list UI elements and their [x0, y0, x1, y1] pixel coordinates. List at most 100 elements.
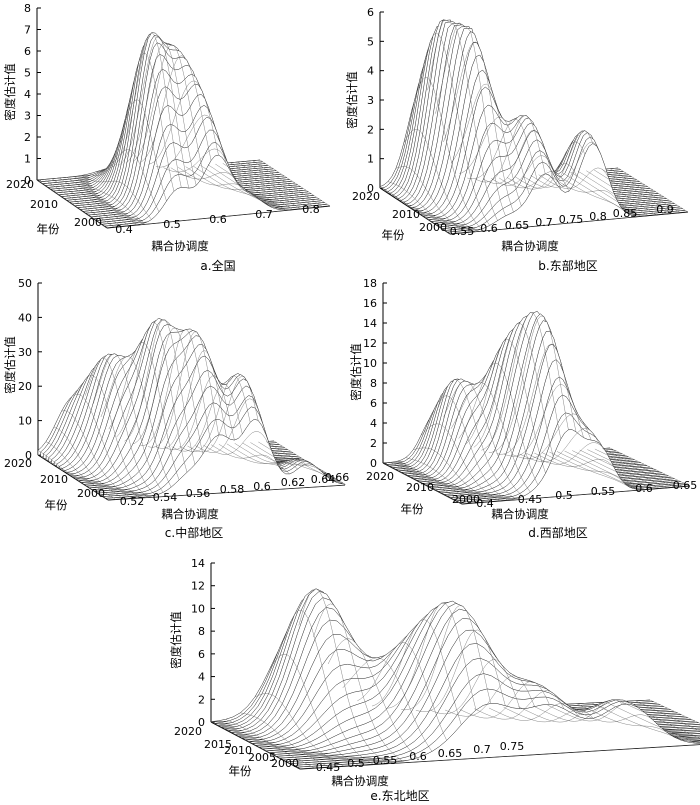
mesh-line [45, 441, 116, 500]
mesh-line [602, 169, 673, 214]
mesh-line [562, 704, 653, 723]
mesh-line [514, 141, 586, 189]
x-tick-label: 0.5 [163, 218, 181, 231]
density-surface [37, 317, 346, 501]
mesh-line [230, 162, 301, 210]
panel-caption: d.西部地区 [528, 525, 587, 540]
mesh-line [413, 447, 493, 502]
chart-panel-e: 0 2 4 6 8 10 12 14 0.45 0.5 0.55 0.6 0.65 0.7 0.75 2020… [169, 557, 700, 803]
mesh-line [178, 167, 249, 193]
ridge-line [107, 419, 346, 501]
mesh-line [77, 375, 148, 497]
mesh-line [386, 602, 477, 711]
mesh-line [200, 165, 271, 207]
mesh-line [526, 442, 607, 465]
year-tick-label: 2010 [224, 744, 252, 757]
mesh-line [59, 177, 130, 226]
mesh-line [445, 675, 535, 717]
mesh-line [66, 177, 137, 225]
x-tick-label: 0.4 [115, 223, 133, 236]
mesh-line [534, 452, 615, 468]
z-tick-label: 20 [18, 380, 32, 393]
x-tick-label: 0.58 [220, 483, 245, 496]
mesh-line [148, 331, 219, 448]
panel-caption: e.东北地区 [370, 789, 429, 803]
y-axis-label: 密度估计值 [3, 63, 17, 121]
mesh-line [51, 178, 122, 227]
year-tick-label: 2010 [30, 198, 58, 211]
mesh-line [443, 41, 514, 213]
mesh-line [237, 161, 308, 209]
mesh-line [450, 382, 531, 493]
z-tick-label: 18 [363, 277, 377, 290]
mesh-line [342, 657, 433, 752]
x-tick-label: 0.8 [589, 210, 607, 223]
mesh-line [357, 642, 447, 741]
z-tick-label: 2 [370, 437, 377, 450]
z-tick-label: 14 [191, 557, 205, 570]
mesh-line [74, 176, 145, 224]
mesh-line [411, 77, 482, 230]
mesh-line [163, 148, 234, 177]
x-tick-label: 0.7 [535, 216, 553, 229]
mesh-line [602, 448, 683, 487]
z-tick-label: 1 [24, 153, 31, 166]
mesh-line [124, 319, 196, 465]
z-tick-label: 7 [24, 24, 31, 37]
x-tick-label: 0.6 [209, 213, 227, 226]
year-tick-label: 2020 [352, 190, 380, 203]
mesh-line [496, 343, 577, 455]
x-tick-label: 0.6 [480, 222, 498, 235]
year-tick-label: 2010 [406, 481, 434, 494]
x-tick-label: 0.55 [373, 754, 398, 767]
mesh-line [313, 603, 403, 762]
density-surface [210, 588, 700, 770]
mesh-line [207, 164, 279, 210]
mesh-line [140, 329, 211, 446]
mesh-line [327, 638, 418, 758]
x-tick-label: 0.52 [120, 495, 145, 508]
year-tick-label: 2020 [366, 470, 394, 483]
mesh-line [427, 19, 498, 221]
mesh-line [140, 55, 212, 163]
z-tick-label: 6 [198, 648, 205, 661]
mesh-line [163, 375, 235, 450]
chart-panel-d: 0 2 4 6 8 10 12 14 16 18 0.4 0.45 0.5 0.55 0.6 0.65 2020… [349, 277, 697, 540]
mesh-line [483, 129, 554, 184]
year-axis-label: 年份 [401, 502, 424, 516]
mesh-line [504, 384, 584, 457]
mesh-line [538, 167, 609, 189]
year-tick-label: 2000 [419, 221, 447, 234]
mesh-line [92, 353, 164, 493]
mesh-line [170, 167, 241, 188]
z-tick-label: 2 [24, 131, 31, 144]
mesh-line [390, 462, 470, 504]
mesh-line [108, 342, 180, 480]
mesh-line [298, 588, 389, 764]
z-tick-label: 6 [24, 45, 31, 58]
mesh-line [254, 693, 345, 767]
year-tick-label: 2020 [174, 725, 202, 738]
z-tick-label: 50 [18, 277, 32, 290]
z-tick-label: 6 [370, 397, 377, 410]
chart-panel-a: 0 1 2 3 4 5 6 7 8 0.4 0.5 0.6 0.7 0.8 2020 2010 2000 耦合协调… [3, 2, 331, 273]
mesh-line [382, 462, 463, 505]
mesh-line [387, 181, 458, 234]
mesh-line [549, 451, 630, 488]
mesh-line [250, 442, 322, 472]
mesh-line [617, 167, 689, 213]
panel-caption: c.中部地区 [165, 525, 223, 540]
mesh-line [435, 379, 516, 499]
mesh-line [459, 116, 530, 195]
x-tick-label: 0.75 [559, 213, 584, 226]
x-axis-label: 耦合协调度 [491, 507, 549, 521]
x-tick-label: 0.5 [555, 489, 573, 502]
mesh-line [405, 457, 485, 503]
chart-panel-b: 0 1 2 3 4 5 6 0.55 0.6 0.65 0.7 0.75 0.8 0.85 0.9 2020 2… [345, 6, 689, 273]
mesh-line [185, 166, 256, 198]
x-tick-label: 0.5 [347, 757, 365, 770]
ridge-line [447, 136, 686, 233]
mesh-line [498, 171, 570, 192]
mesh-line [81, 175, 152, 220]
z-tick-label: 4 [24, 88, 31, 101]
